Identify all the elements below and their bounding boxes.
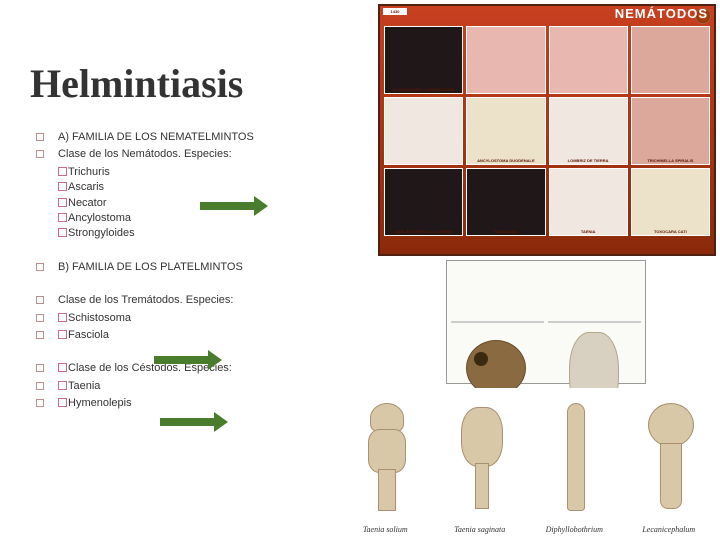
grid-cell: ACANTOCÉFALO PROBÓSCIDE bbox=[384, 26, 463, 94]
species-item: Trichuris bbox=[68, 166, 110, 178]
grid-cell bbox=[549, 26, 628, 94]
checkbox-icon bbox=[58, 228, 67, 237]
species-item: Taenia bbox=[68, 380, 100, 392]
section-b-header: B) FAMILIA DE LOS PLATELMINTOS bbox=[58, 260, 243, 275]
arrow-icon bbox=[154, 356, 208, 364]
section-a-subheader: Clase de los Nemátodos. Especies: bbox=[58, 147, 232, 162]
checkbox-icon bbox=[58, 182, 67, 191]
bullet-icon bbox=[36, 399, 44, 407]
grid-cell: LOMBRIZ DE TIERRA bbox=[549, 97, 628, 165]
bullet-icon bbox=[36, 263, 44, 271]
section-c-header: Clase de los Tremátodos. Especies: bbox=[58, 293, 233, 308]
arrow-icon bbox=[160, 418, 214, 426]
species-item: Schistosoma bbox=[68, 312, 131, 324]
grid-cell bbox=[631, 26, 710, 94]
checkbox-icon bbox=[58, 398, 67, 407]
tapeworm-label: Taenia solium bbox=[363, 525, 408, 534]
checkbox-icon bbox=[58, 313, 67, 322]
bullet-icon bbox=[36, 331, 44, 339]
checkbox-icon bbox=[58, 213, 67, 222]
grid-cell: TOXOCARA CATI bbox=[631, 168, 710, 236]
tapeworm-item: Lecanicephalum bbox=[622, 392, 717, 534]
grid-cell bbox=[466, 26, 545, 94]
section-c: Clase de los Tremátodos. Especies: Schis… bbox=[36, 293, 366, 343]
section-a-header: A) FAMILIA DE LOS NEMATELMINTOS bbox=[58, 130, 254, 145]
parasite-cell bbox=[548, 321, 641, 323]
tapeworm-label: Taenia saginata bbox=[454, 525, 505, 534]
bullet-icon bbox=[36, 133, 44, 141]
grid-cell: TAENIA bbox=[549, 168, 628, 236]
panel-title: NEMÁTODOS bbox=[380, 6, 714, 26]
species-item: Necator bbox=[68, 197, 107, 209]
species-item: Hymenolepis bbox=[68, 397, 132, 409]
section-b: B) FAMILIA DE LOS PLATELMINTOS bbox=[36, 260, 366, 275]
checkbox-icon bbox=[58, 330, 67, 339]
section-a: A) FAMILIA DE LOS NEMATELMINTOS Clase de… bbox=[36, 130, 366, 242]
slide-title: Helmintiasis bbox=[30, 60, 243, 107]
grid-cell: TRICHINELLA SPIRALIS bbox=[631, 97, 710, 165]
parasite-cell bbox=[451, 321, 544, 323]
checkbox-icon bbox=[58, 198, 67, 207]
bullet-icon bbox=[36, 296, 44, 304]
species-item: Ancylostoma bbox=[68, 212, 131, 224]
grid-cell bbox=[384, 97, 463, 165]
checkbox-icon bbox=[58, 381, 67, 390]
arrow-icon bbox=[200, 202, 254, 210]
tapeworm-item: Taenia solium bbox=[338, 392, 433, 534]
species-item: Fasciola bbox=[68, 329, 109, 341]
bullet-icon bbox=[36, 314, 44, 322]
species-item: Ascaris bbox=[68, 181, 104, 193]
section-d: Clase de los Céstodos. Especies: Taenia … bbox=[36, 361, 366, 411]
checkbox-icon bbox=[58, 363, 67, 372]
grid-cell: ANCYLOSTOMA DUODENALE bbox=[466, 97, 545, 165]
nematodos-chart-image: 1430 NEMÁTODOS ACANTOCÉFALO PROBÓSCIDEAN… bbox=[378, 4, 716, 256]
checkbox-icon bbox=[58, 167, 67, 176]
species-item: Strongyloides bbox=[68, 227, 135, 239]
tapeworm-item: Diphyllobothrium bbox=[527, 392, 622, 534]
parasite-closeup-image bbox=[446, 260, 646, 384]
tapeworm-item: Taenia saginata bbox=[433, 392, 528, 534]
text-content: A) FAMILIA DE LOS NEMATELMINTOS Clase de… bbox=[36, 130, 366, 429]
grid-cell: NEMATODO bbox=[466, 168, 545, 236]
tapeworm-label: Diphyllobothrium bbox=[546, 525, 603, 534]
grid-cell: ANÉLIDO SERPULA ULEJERA bbox=[384, 168, 463, 236]
bullet-icon bbox=[36, 382, 44, 390]
tapeworm-label: Lecanicephalum bbox=[642, 525, 695, 534]
tapeworm-comparison-image: Taenia solium Taenia saginata Diphyllobo… bbox=[338, 388, 716, 534]
bullet-icon bbox=[36, 150, 44, 158]
bullet-icon bbox=[36, 364, 44, 372]
